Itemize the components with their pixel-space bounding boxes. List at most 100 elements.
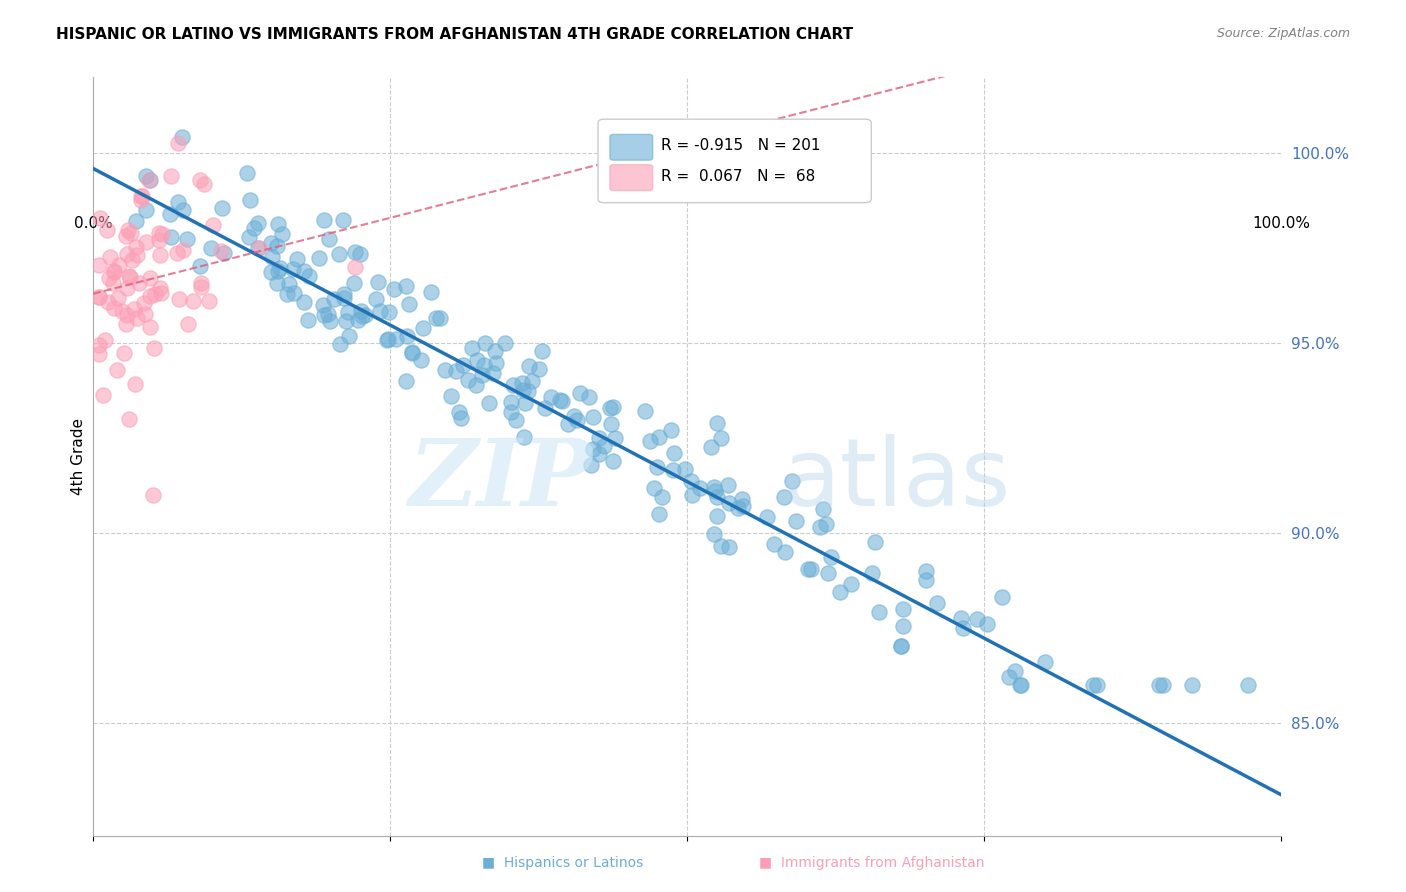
Point <box>366 292 388 306</box>
Point <box>343 277 366 291</box>
Point <box>103 301 125 315</box>
Point <box>98 270 121 285</box>
Point <box>337 304 360 318</box>
Point <box>420 285 443 300</box>
Point <box>236 166 259 180</box>
Point <box>817 566 839 581</box>
Point <box>485 356 508 370</box>
Point <box>107 291 129 305</box>
Point <box>127 247 149 261</box>
Point <box>115 281 138 295</box>
Point <box>510 376 533 391</box>
Point <box>285 252 308 266</box>
Point <box>138 173 160 187</box>
Point <box>89 289 111 303</box>
Point <box>700 440 723 454</box>
Point <box>167 292 190 306</box>
Point <box>125 239 148 253</box>
Point <box>478 396 501 410</box>
Point <box>159 207 181 221</box>
Point <box>329 336 352 351</box>
Point <box>97 295 120 310</box>
Point <box>501 395 523 409</box>
Point <box>267 264 290 278</box>
Point <box>212 246 235 260</box>
Point <box>349 247 371 261</box>
Point <box>412 321 434 335</box>
Point <box>124 377 146 392</box>
Point <box>159 169 181 184</box>
Point <box>1010 678 1032 692</box>
Point <box>409 352 432 367</box>
Point <box>96 223 118 237</box>
Point <box>112 346 135 360</box>
Point <box>198 294 221 309</box>
Point <box>756 510 779 524</box>
Point <box>645 459 668 474</box>
Point <box>733 499 755 513</box>
Point <box>159 230 181 244</box>
Point <box>118 270 141 285</box>
Point <box>651 490 673 504</box>
Point <box>101 276 124 290</box>
Point <box>139 173 162 187</box>
Point <box>860 566 883 580</box>
Point <box>717 477 740 491</box>
Point <box>582 409 605 424</box>
Point <box>1033 655 1056 669</box>
Point <box>89 346 111 360</box>
Point <box>648 507 671 521</box>
Point <box>89 289 111 303</box>
Point <box>115 317 138 331</box>
Point <box>568 386 591 401</box>
Point <box>481 367 503 381</box>
Point <box>600 417 623 431</box>
Point <box>176 232 198 246</box>
Point <box>731 491 754 506</box>
Point <box>501 405 523 419</box>
FancyBboxPatch shape <box>598 120 872 202</box>
Point <box>98 250 121 264</box>
Point <box>893 602 915 616</box>
Point <box>131 189 153 203</box>
Point <box>1152 678 1174 692</box>
Point <box>465 353 488 368</box>
Point <box>578 390 600 404</box>
Point <box>763 537 786 551</box>
Point <box>312 213 335 227</box>
Point <box>139 271 162 285</box>
Point <box>1008 678 1031 692</box>
Point <box>517 359 540 373</box>
Point <box>121 253 143 268</box>
Point <box>149 281 172 295</box>
Point <box>581 458 603 473</box>
Point <box>395 374 418 388</box>
Point <box>494 336 516 351</box>
Point <box>703 483 725 498</box>
Point <box>396 329 419 343</box>
Point <box>706 490 728 504</box>
Point <box>124 302 146 317</box>
Point <box>103 264 125 278</box>
Point <box>193 178 215 192</box>
Point <box>368 304 391 318</box>
Point <box>839 577 862 591</box>
Point <box>167 194 190 209</box>
Point <box>120 226 142 240</box>
Point <box>292 294 315 309</box>
Point <box>602 400 624 414</box>
Point <box>991 590 1014 604</box>
Point <box>718 540 741 554</box>
Point <box>262 250 284 264</box>
Point <box>662 446 685 460</box>
Text: ■  Immigrants from Afghanistan: ■ Immigrants from Afghanistan <box>759 855 984 870</box>
Point <box>718 496 741 510</box>
Point <box>434 363 457 377</box>
Point <box>135 169 157 183</box>
Point <box>703 527 725 541</box>
Point <box>551 394 574 409</box>
Point <box>820 549 842 564</box>
Point <box>276 287 298 301</box>
Point <box>966 612 988 626</box>
Point <box>211 201 233 215</box>
